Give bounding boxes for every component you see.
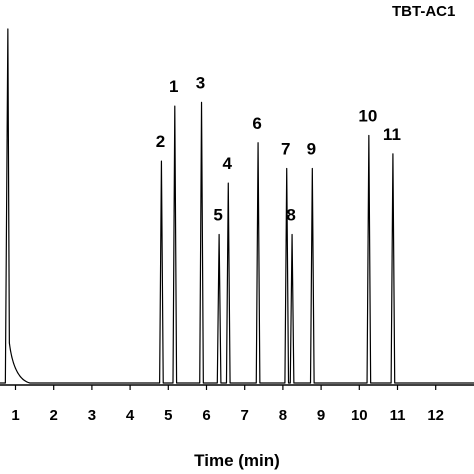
peak-label: 3: [196, 73, 205, 92]
peak-label: 11: [383, 125, 401, 144]
x-tick-label: 6: [202, 407, 210, 424]
peak-label: 1: [169, 77, 178, 96]
x-tick-label: 9: [317, 407, 325, 424]
peak-label: 5: [213, 206, 222, 225]
peak-label: 10: [358, 106, 377, 125]
x-tick-label: 3: [88, 407, 96, 424]
chromatogram-trace: [0, 28, 474, 384]
x-tick-label: 10: [351, 407, 368, 424]
peak-label: 7: [281, 139, 290, 158]
x-axis-ticks: [14, 385, 437, 390]
x-tick-label: 11: [390, 407, 406, 424]
peak-label: 6: [252, 114, 261, 133]
peak-label: 2: [156, 132, 165, 151]
x-tick-label: 4: [126, 407, 135, 424]
x-axis-tick-labels: 1 2 3 4 5 6 7 8 9 10 11 12: [11, 407, 444, 424]
peak-label: 9: [307, 139, 316, 158]
peak-label: 8: [286, 206, 295, 225]
x-axis-title: Time (min): [194, 451, 280, 470]
x-tick-label: 12: [427, 407, 444, 424]
x-tick-label: 8: [279, 407, 287, 424]
x-tick-label: 2: [50, 407, 58, 424]
x-tick-label: 5: [164, 407, 172, 424]
peak-labels: 2 1 3 5 4 6 7 8 9 10 11: [156, 73, 401, 224]
x-tick-label: 7: [241, 407, 249, 424]
x-tick-label: 1: [11, 407, 19, 424]
chart-title: TBT-AC1: [392, 3, 455, 20]
peak-label: 4: [223, 154, 233, 173]
